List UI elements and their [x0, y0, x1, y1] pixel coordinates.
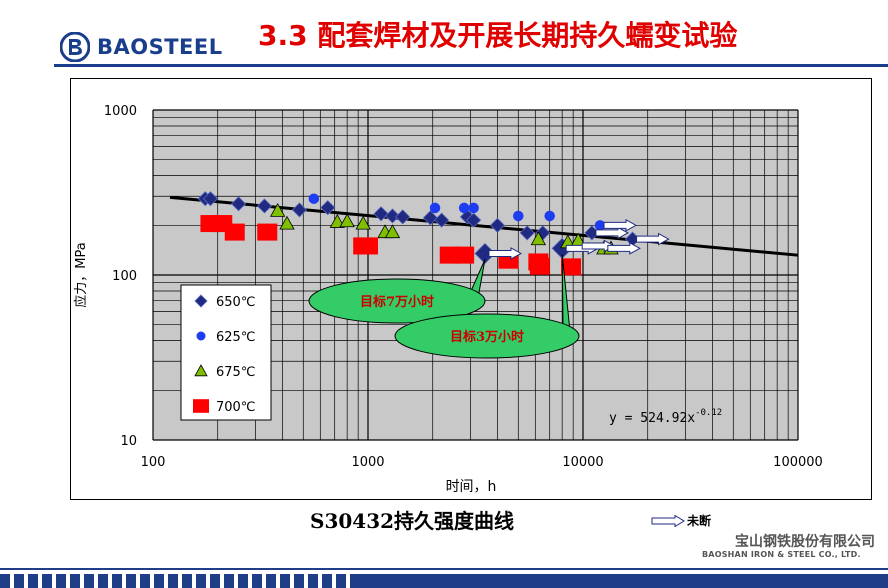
legend-label: 700℃	[216, 400, 255, 415]
data-point	[224, 223, 245, 241]
data-point	[544, 210, 555, 222]
legend: 650℃ 625℃ 675℃ 700℃	[180, 284, 272, 421]
equation-exponent: -0.12	[695, 408, 722, 418]
data-point	[291, 202, 308, 218]
legend-box	[180, 284, 272, 421]
unbroken-arrow-icon	[651, 515, 685, 527]
legend-label: 650℃	[216, 295, 255, 310]
trendline	[169, 195, 799, 257]
legend-marker	[196, 331, 206, 341]
unbroken-arrows	[488, 218, 670, 260]
equation-base: y = 524.92x	[609, 411, 695, 426]
legend-label: 625℃	[216, 330, 255, 345]
company-name-cn: 宝山钢铁股份有限公司	[735, 534, 875, 550]
callout-70000h: 目标7万小时	[308, 259, 486, 324]
legend-marker	[194, 364, 208, 377]
x-tick-label: 1000	[351, 455, 384, 470]
x-axis-label: 时间，h	[446, 479, 497, 495]
data-point	[422, 210, 438, 226]
logo-text: BAOSTEEL	[97, 35, 223, 59]
callout-label: 目标3万小时	[450, 329, 524, 345]
data-point	[429, 202, 441, 214]
data-point	[320, 200, 336, 216]
x-tick-label: 100000	[773, 455, 823, 470]
data-point	[519, 225, 535, 241]
callout-30000h: 目标3万小时	[394, 254, 580, 359]
x-tick-label: 10000	[562, 455, 603, 470]
callout-bubble	[394, 313, 580, 359]
legend-marker	[193, 399, 209, 413]
callout-bubble	[308, 278, 486, 324]
slide-title: 3.3 配套焊材及开展长期持久蠕变试验	[258, 19, 738, 52]
data-point	[384, 208, 401, 224]
legend-items: 650℃ 625℃ 675℃ 700℃	[193, 294, 255, 415]
data-point	[339, 213, 355, 228]
callout-label: 目标7万小时	[360, 294, 434, 310]
data-point	[454, 246, 475, 264]
data-point	[269, 202, 286, 217]
unbroken-arrow	[488, 247, 523, 260]
data-point	[279, 215, 295, 230]
y-tick-label: 10	[120, 434, 137, 449]
data-point	[257, 223, 278, 241]
data-point	[530, 231, 547, 246]
data-point	[529, 257, 550, 275]
data-point	[202, 191, 219, 207]
data-point	[434, 212, 450, 228]
data-point	[358, 237, 378, 255]
legend-marker	[194, 294, 208, 308]
data-point	[561, 258, 582, 276]
data-point	[384, 224, 401, 239]
data-point	[489, 217, 506, 233]
data-point	[373, 206, 389, 222]
unbroken-arrow	[603, 218, 638, 232]
footer-band	[360, 574, 888, 588]
baosteel-logo-icon	[60, 32, 90, 62]
data-point	[466, 212, 482, 228]
data-point	[458, 202, 470, 214]
chart-caption: S30432持久强度曲线	[310, 509, 515, 533]
x-tick-label: 100	[141, 455, 166, 470]
y-axis-label: 应力，MPa	[73, 242, 89, 307]
unbroken-arrow	[595, 226, 629, 240]
data-point	[230, 196, 247, 212]
data-point	[395, 209, 411, 225]
unbroken-arrow	[607, 242, 641, 255]
data-point	[256, 198, 273, 214]
y-tick-label: 1000	[104, 104, 137, 119]
ticks: 100 1000 10000 100000 10 100 1000	[104, 104, 823, 470]
legend-label: 675℃	[216, 365, 255, 380]
footer-rule	[0, 568, 888, 570]
y-tick-label: 100	[112, 269, 137, 284]
data-point	[468, 202, 479, 214]
data-point	[594, 220, 606, 231]
company-name-en: BAOSHAN IRON & STEEL CO., LTD.	[702, 550, 861, 559]
stress-rupture-chart: 目标7万小时 目标3万小时 650℃ 625℃ 675℃ 700℃ y = 524.9…	[73, 104, 823, 495]
trend-equation: y = 524.92x-0.12	[609, 408, 722, 426]
data-point	[329, 214, 346, 228]
unbroken-label: 未断	[687, 514, 712, 528]
data-point	[513, 210, 524, 222]
data-point	[308, 193, 320, 204]
chart-area: 目标7万小时 目标3万小时 650℃ 625℃ 675℃ 700℃ y = 524.9…	[70, 78, 872, 500]
data-point	[355, 215, 371, 230]
unbroken-arrow	[636, 232, 670, 246]
title-divider	[54, 64, 888, 67]
